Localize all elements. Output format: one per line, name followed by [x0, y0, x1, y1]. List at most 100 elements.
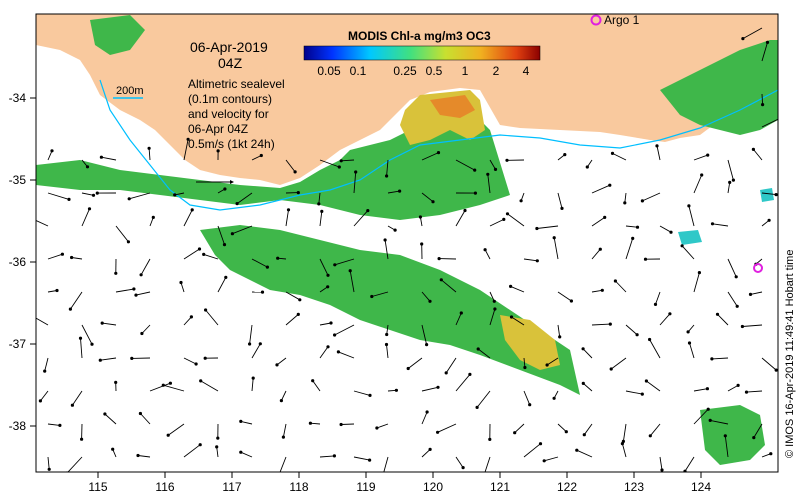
velocity-arrow-head	[189, 315, 193, 319]
velocity-arrow	[625, 225, 638, 228]
velocity-arrow	[642, 192, 661, 202]
velocity-arrow	[487, 174, 491, 194]
velocity-arrow	[338, 351, 355, 359]
velocity-arrow	[148, 148, 151, 161]
velocity-arrow	[319, 322, 332, 326]
velocity-arrow	[353, 210, 369, 227]
description-line: and velocity for	[188, 107, 269, 121]
velocity-arrow	[205, 309, 219, 326]
velocity-arrow-head	[296, 191, 300, 195]
velocity-arrow	[477, 348, 491, 359]
y-axis: -34 -35 -36 -37 -38	[9, 91, 36, 433]
velocity-arrow-head	[339, 422, 343, 427]
velocity-arrow	[455, 312, 462, 326]
velocity-arrow-head	[87, 207, 92, 211]
velocity-arrow	[536, 225, 559, 229]
velocity-arrow-head	[348, 269, 352, 273]
velocity-arrow-head	[643, 257, 648, 261]
velocity-arrow	[384, 239, 389, 260]
velocity-arrow-head	[581, 381, 585, 385]
velocity-arrow-head	[439, 278, 443, 282]
velocity-arrow-head	[563, 153, 567, 157]
velocity-arrow-head	[552, 396, 556, 400]
velocity-arrow	[455, 210, 466, 227]
velocity-arrow	[591, 289, 603, 293]
velocity-arrow	[523, 258, 538, 262]
velocity-arrow	[319, 159, 340, 168]
velocity-arrow-head	[731, 178, 736, 182]
velocity-arrow-head	[728, 180, 732, 184]
velocity-arrow	[183, 357, 197, 365]
velocity-arrow-head	[609, 367, 613, 371]
velocity-arrow	[141, 324, 151, 334]
description-line: 06-Apr 04Z	[188, 122, 248, 136]
velocity-arrow	[81, 192, 94, 196]
velocity-arrow-head	[130, 356, 134, 360]
velocity-arrow	[656, 145, 661, 161]
velocity-arrow-head	[216, 149, 220, 153]
velocity-arrow	[386, 159, 389, 177]
velocity-arrow	[484, 456, 491, 472]
velocity-arrow-head	[375, 426, 379, 430]
colorbar-tick-label: 0.25	[393, 64, 417, 78]
velocity-arrow-head	[202, 252, 206, 256]
velocity-arrow-head	[68, 307, 72, 311]
velocity-arrow-head	[50, 149, 54, 153]
velocity-arrow-head	[127, 197, 131, 201]
velocity-arrow	[489, 159, 496, 170]
velocity-arrow	[557, 324, 561, 337]
velocity-arrow	[621, 443, 627, 458]
velocity-arrow	[615, 280, 627, 293]
velocity-arrow-head	[705, 387, 710, 391]
velocity-arrow-head	[368, 458, 372, 462]
argo-marker[interactable]	[590, 14, 602, 26]
land-mass	[36, 14, 778, 185]
argo-label: Argo 1	[604, 13, 640, 27]
velocity-arrow	[47, 423, 60, 426]
colorbar-tick-label: 0.05	[317, 64, 341, 78]
velocity-arrow-head	[332, 454, 336, 458]
velocity-arrow	[36, 317, 49, 326]
colorbar-title: MODIS Chl-a mg/m3 OC3	[348, 29, 491, 43]
velocity-arrow	[115, 288, 134, 293]
velocity-arrow-head	[610, 151, 615, 155]
velocity-arrow-head	[368, 393, 372, 397]
velocity-arrow-head	[493, 167, 498, 171]
velocity-arrow-head	[308, 421, 312, 425]
velocity-arrow-head	[151, 215, 155, 219]
velocity-arrow-head	[683, 469, 687, 472]
description-line: (0.1m contours)	[188, 92, 272, 106]
velocity-arrow	[514, 423, 525, 434]
velocity-arrow-head	[535, 226, 539, 231]
velocity-arrow-head	[140, 331, 144, 336]
velocity-arrow	[180, 282, 185, 293]
velocity-arrow-head	[519, 199, 523, 203]
isobath-legend-label: 200m	[116, 85, 144, 97]
velocity-arrow-head	[620, 442, 625, 446]
velocity-arrow	[455, 456, 464, 468]
plot-frame	[35, 13, 779, 473]
velocity-arrow	[353, 456, 370, 461]
velocity-arrow-head	[623, 201, 627, 205]
velocity-arrow-head	[502, 217, 506, 221]
velocity-arrow-head	[223, 187, 227, 191]
velocity-arrow-head	[147, 146, 151, 150]
velocity-arrow	[582, 348, 593, 359]
velocity-arrow	[544, 456, 559, 462]
argo-marker[interactable]	[753, 263, 763, 273]
velocity-arrow-head	[513, 431, 517, 435]
velocity-arrow-head	[326, 273, 330, 277]
velocity-arrow-head	[80, 437, 84, 441]
velocity-arrow-head	[203, 356, 207, 360]
velocity-arrow	[353, 390, 371, 396]
velocity-arrow-head	[505, 158, 509, 162]
velocity-arrow	[183, 209, 193, 227]
velocity-arrow	[149, 382, 171, 392]
velocity-arrow	[421, 324, 428, 345]
velocity-arrow	[724, 435, 729, 458]
velocity-arrow-head	[444, 371, 448, 375]
velocity-arrow	[753, 423, 763, 438]
velocity-arrow	[319, 211, 323, 227]
velocity-arrow-head	[523, 365, 527, 370]
velocity-arrow-head	[224, 275, 228, 279]
